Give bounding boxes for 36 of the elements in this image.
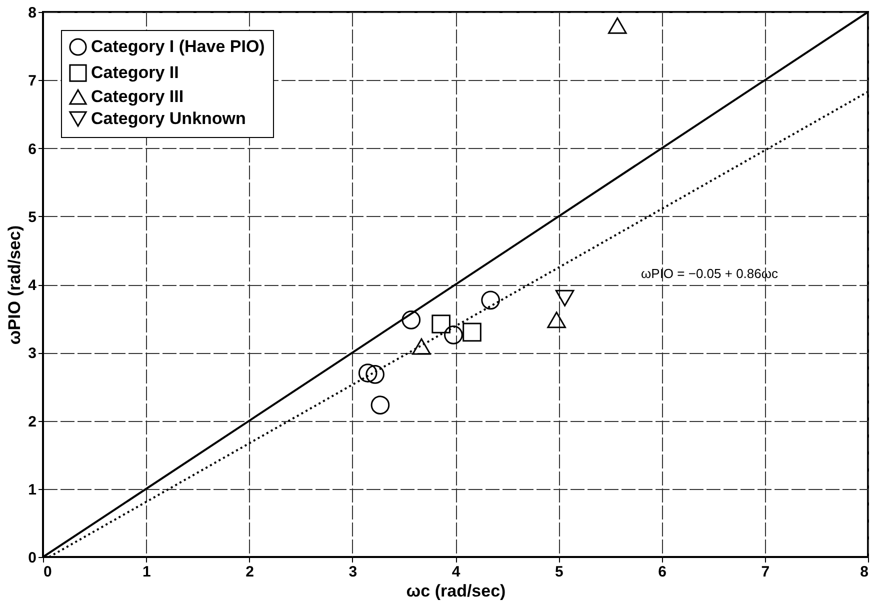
point <box>358 364 378 382</box>
legend-label: Category II <box>91 63 179 82</box>
x-tick-label: 2 <box>246 564 254 580</box>
y-tick-label: 4 <box>28 277 38 294</box>
x-tick-label: 4 <box>452 564 461 580</box>
y-tick-label: 0 <box>28 550 36 566</box>
y-axis-title: ωPIO (rad/sec) <box>5 225 24 345</box>
x-tick-label: 3 <box>348 564 358 580</box>
y-tick-label: 8 <box>28 4 36 22</box>
point <box>481 290 500 310</box>
point <box>608 17 627 34</box>
point <box>370 396 390 414</box>
y-tick-label: 2 <box>28 413 36 430</box>
x-tick-label: 7 <box>761 564 770 580</box>
y-tick-label: 1 <box>28 481 36 498</box>
point <box>547 312 566 328</box>
x-axis-title: ωc (rad/sec) <box>406 582 506 600</box>
point <box>555 290 574 306</box>
legend-label: Category III <box>91 87 184 106</box>
point <box>462 322 482 342</box>
x-tick-label: 8 <box>860 564 868 580</box>
y-tick-label: 3 <box>28 345 36 362</box>
point <box>366 365 384 384</box>
point <box>402 310 421 330</box>
y-tick-label: 7 <box>28 72 36 90</box>
x-tick-label: 5 <box>554 564 564 580</box>
point <box>412 338 431 355</box>
x-tick-label: 1 <box>142 564 151 580</box>
x-tick-label: 6 <box>658 564 666 580</box>
x-tick-label: 0 <box>44 564 52 580</box>
y-tick-label: 6 <box>28 140 36 158</box>
legend-label: Category Unknown <box>91 109 246 128</box>
y-tick-label: 5 <box>28 208 36 226</box>
point <box>444 326 463 344</box>
point <box>432 314 450 334</box>
legend-label: Category I (Have PIO) <box>91 37 265 56</box>
